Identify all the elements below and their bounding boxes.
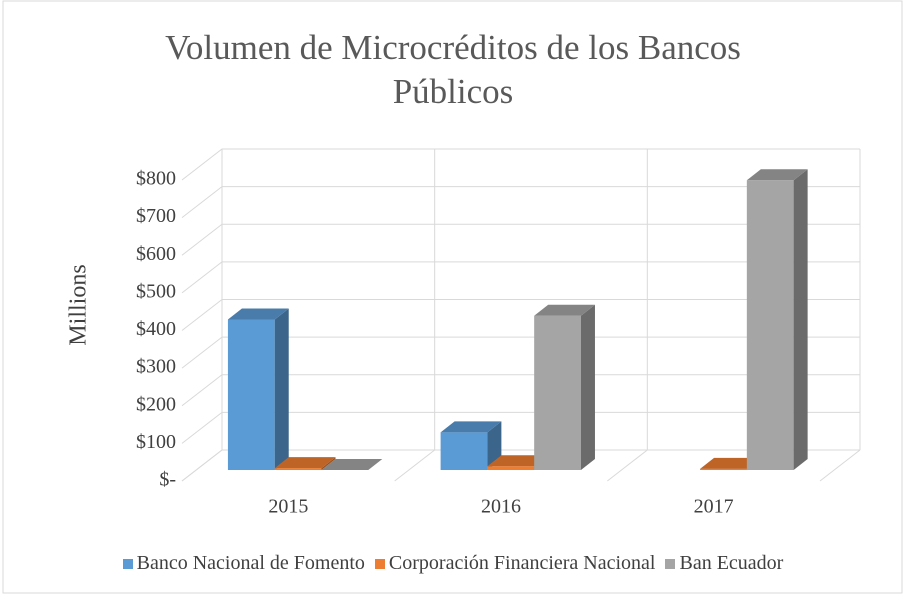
bar-front	[700, 468, 747, 470]
y-tick-label: $600	[136, 243, 176, 265]
grid-line	[181, 261, 860, 294]
bar-front	[534, 315, 581, 470]
y-tick-label: $300	[136, 356, 176, 378]
bar-front	[746, 180, 794, 470]
y-tick-label: $-	[159, 469, 176, 491]
bar-front	[227, 319, 275, 470]
floor-line	[394, 449, 435, 482]
bar-top	[321, 459, 383, 470]
bar-side	[793, 169, 808, 470]
bar-top	[440, 421, 502, 433]
grid-line	[181, 186, 860, 219]
y-tick-label: $100	[136, 431, 176, 453]
grid-line	[181, 411, 860, 444]
bar-top	[534, 304, 595, 316]
grid-line	[181, 336, 860, 369]
legend-swatch	[374, 558, 385, 569]
bar-side	[274, 308, 289, 470]
bar-front	[440, 432, 488, 470]
bar-top	[274, 457, 336, 469]
legend: Banco Nacional de Fomento Corporación Fin…	[0, 552, 906, 575]
legend-swatch	[122, 558, 133, 569]
bar-top	[487, 455, 549, 467]
bar-top	[227, 308, 289, 320]
bar	[440, 421, 502, 470]
bar	[534, 304, 595, 470]
floor-line	[607, 449, 648, 482]
y-tick-label: $200	[136, 393, 176, 415]
legend-label: Banco Nacional de Fomento	[136, 552, 365, 574]
grid-line	[181, 449, 860, 482]
y-tick-label: $800	[136, 168, 176, 190]
legend-item: Banco Nacional de Fomento	[122, 552, 365, 575]
bar	[227, 308, 289, 470]
bar-top	[700, 457, 761, 469]
legend-item: Corporación Financiera Nacional	[374, 552, 656, 575]
bar-front	[487, 466, 535, 470]
x-tick-label: 2017	[694, 496, 734, 518]
chart-title: Volumen de Microcréditos de los Bancos P…	[165, 28, 741, 111]
grid-line	[181, 223, 860, 256]
y-tick-label: $700	[136, 205, 176, 227]
grid-line	[181, 299, 860, 331]
x-tick-label: 2016	[481, 496, 521, 518]
bar-side	[580, 304, 595, 470]
y-tick-label: $500	[136, 280, 176, 302]
legend-label: Ban Ecuador	[679, 552, 784, 574]
bar-side	[321, 457, 336, 470]
bar-front	[274, 468, 322, 470]
legend-item: Ban Ecuador	[665, 552, 783, 575]
floor-line	[819, 449, 861, 482]
y-axis-label: Millions	[66, 264, 92, 345]
legend-label: Corporación Financiera Nacional	[388, 552, 656, 574]
grid-line	[181, 148, 860, 181]
bar-side	[487, 421, 502, 470]
bar-top	[746, 169, 808, 181]
grid-line	[181, 374, 860, 407]
y-tick-label: $400	[136, 318, 176, 340]
bar	[274, 457, 336, 470]
bar	[746, 169, 808, 470]
x-tick-label: 2015	[268, 496, 308, 518]
legend-swatch	[665, 558, 676, 569]
bar	[321, 459, 383, 470]
